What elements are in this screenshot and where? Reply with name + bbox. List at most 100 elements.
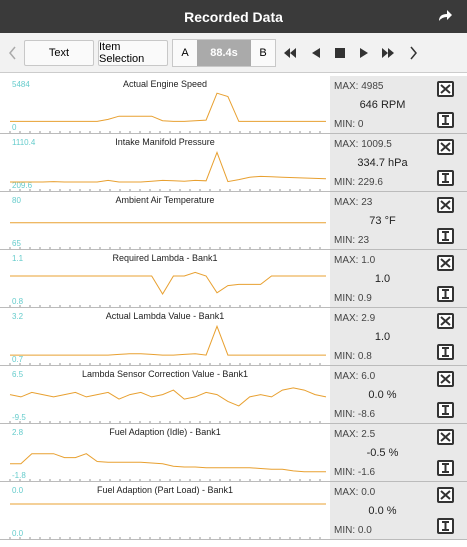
remove-button[interactable]: [437, 487, 454, 503]
scale-bottom: 0.7: [12, 355, 24, 364]
trace: [10, 271, 326, 295]
scale-bottom: 65: [12, 239, 21, 248]
data-row: Fuel Adaption (Idle) - Bank1 2.8 -1.8 MAX: …: [0, 424, 467, 482]
x-icon: [440, 316, 451, 326]
scale-top: 5484: [12, 80, 30, 89]
plot: Required Lambda - Bank1 1.1 0.8: [9, 253, 326, 307]
min: MIN: -8.6: [334, 409, 376, 420]
max: MAX: 0.0: [334, 487, 376, 498]
plot-title: Actual Engine Speed: [123, 79, 207, 89]
current-value: 0.0 %: [368, 505, 397, 517]
remove-button[interactable]: [437, 371, 454, 387]
i-icon: [442, 115, 449, 125]
plot: Fuel Adaption (Part Load) - Bank1 0.0 0.0: [9, 485, 326, 539]
plot: Ambient Air Temperature 80 65: [9, 195, 326, 249]
max: MAX: 1009.5: [334, 139, 392, 150]
i-icon: [442, 347, 449, 357]
toolbar: Text Item Selection A 88.4s B: [0, 33, 467, 73]
b-marker[interactable]: B: [259, 46, 267, 59]
prev[interactable]: [6, 40, 20, 66]
item-selection[interactable]: Item Selection: [98, 39, 168, 66]
x-icon: [440, 490, 451, 500]
scale-bottom: 0.0: [12, 529, 24, 538]
current-value: -0.5 %: [366, 447, 399, 459]
plot-title: Required Lambda - Bank1: [112, 253, 217, 263]
remove-button[interactable]: [437, 197, 454, 213]
scale-top: 80: [12, 196, 21, 205]
scale-top: 6.5: [12, 370, 24, 379]
min: MIN: 23: [334, 235, 370, 246]
share-icon[interactable]: [437, 9, 453, 23]
scale-top: 2.8: [12, 428, 24, 437]
max: MAX: 23: [334, 197, 373, 208]
next[interactable]: [406, 40, 420, 66]
scale-bottom: 0.8: [12, 297, 24, 306]
info-button[interactable]: [437, 518, 454, 534]
side-panel: MAX: 1.0 1.0 MIN: 0.9: [330, 250, 467, 307]
x-icon: [440, 142, 451, 152]
plot: Fuel Adaption (Idle) - Bank1 2.8 -1.8: [9, 427, 326, 481]
scale-bottom: -9.5: [12, 413, 26, 422]
scale-bottom: -1.8: [12, 471, 26, 480]
x-icon: [440, 258, 451, 268]
trace: [10, 324, 326, 356]
remove-button[interactable]: [437, 313, 454, 329]
i-icon: [442, 231, 449, 241]
header: Recorded Data: [0, 0, 467, 33]
current-value: 73 °F: [369, 215, 396, 227]
i-icon: [442, 521, 449, 531]
scale-bottom: 209.6: [12, 181, 33, 190]
text-button[interactable]: Text: [24, 39, 94, 66]
plot-title: Ambient Air Temperature: [116, 195, 215, 205]
max: MAX: 6.0: [334, 371, 376, 382]
remove-button[interactable]: [437, 429, 454, 445]
min: MIN: -1.6: [334, 467, 376, 478]
remove-button[interactable]: [437, 255, 454, 271]
min: MIN: 229.6: [334, 177, 383, 188]
max: MAX: 4985: [334, 81, 384, 92]
plot: Intake Manifold Pressure 1110.4 209.6: [9, 137, 327, 191]
trace: [10, 453, 326, 473]
side-panel: MAX: 23 73 °F MIN: 23: [330, 192, 467, 249]
current-value: 334.7 hPa: [357, 157, 408, 169]
min: MIN: 0.8: [334, 351, 372, 362]
info-button[interactable]: [437, 460, 454, 476]
current-value: 1.0: [374, 273, 391, 285]
remove-button[interactable]: [437, 139, 454, 155]
trace: [10, 92, 326, 122]
side-panel: MAX: 6.0 0.0 % MIN: -8.6: [330, 366, 467, 423]
info-button[interactable]: [437, 228, 454, 244]
info-button[interactable]: [437, 286, 454, 302]
current-value: 1.0: [374, 331, 391, 343]
side-panel: MAX: 2.5 -0.5 % MIN: -1.6: [330, 424, 467, 481]
data-row: Lambda Sensor Correction Value - Bank1 6.…: [0, 366, 467, 424]
trace: [10, 150, 327, 183]
plot: Actual Lambda Value - Bank1 3.2 0.7: [9, 311, 326, 365]
plot-title: Fuel Adaption (Part Load) - Bank1: [97, 485, 233, 495]
a-marker[interactable]: A: [181, 46, 189, 59]
range: A 88.4s B: [172, 38, 276, 67]
x-icon: [440, 374, 451, 384]
min: MIN: 0.9: [334, 293, 372, 304]
scale-bottom: 0: [12, 123, 17, 132]
scale-top: 1110.4: [12, 138, 36, 147]
title: Recorded Data: [184, 8, 283, 25]
current-value: 646 RPM: [359, 99, 406, 111]
remove-button[interactable]: [437, 81, 454, 97]
i-icon: [442, 289, 449, 299]
side-panel: MAX: 1009.5 334.7 hPa MIN: 229.6: [330, 134, 467, 191]
x-icon: [440, 84, 451, 94]
data-row: Intake Manifold Pressure 1110.4 209.6 MAX: …: [0, 134, 467, 192]
info-button[interactable]: [437, 402, 454, 418]
plot-title: Intake Manifold Pressure: [115, 137, 215, 147]
i-icon: [442, 173, 449, 183]
data-row: Ambient Air Temperature 80 65 MAX: 23 73 °F M…: [0, 192, 467, 250]
data-row: Actual Lambda Value - Bank1 3.2 0.7 MAX: 2.…: [0, 308, 467, 366]
info-button[interactable]: [437, 112, 454, 128]
info-button[interactable]: [437, 344, 454, 360]
plot: Lambda Sensor Correction Value - Bank1 6.…: [9, 369, 327, 423]
info-button[interactable]: [437, 170, 454, 186]
media-controls[interactable]: [280, 40, 402, 66]
scale-top: 1.1: [12, 254, 24, 263]
